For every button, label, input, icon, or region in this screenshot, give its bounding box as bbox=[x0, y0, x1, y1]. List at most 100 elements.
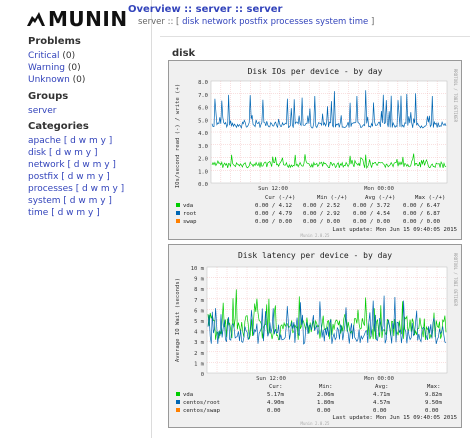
legend-header-cur: Cur: bbox=[269, 384, 282, 390]
y-tick: 9 m bbox=[194, 277, 205, 283]
category-time[interactable]: time [ d w m y ] bbox=[28, 207, 124, 219]
graph-side-label: RRDTOOL / TOBI OETIKER bbox=[453, 253, 458, 307]
problem-unknown-label[interactable]: Unknown bbox=[28, 75, 70, 85]
category-network[interactable]: network [ d w m y ] bbox=[28, 159, 124, 171]
category-disk[interactable]: disk [ d w m y ] bbox=[28, 147, 124, 159]
legend-swatch bbox=[176, 219, 180, 223]
problem-unknown[interactable]: Unknown (0) bbox=[28, 74, 85, 86]
grid-lines bbox=[207, 267, 447, 373]
category-apache-dwmy[interactable]: [ d w m y ] bbox=[63, 136, 113, 146]
legend-name: centos/swap bbox=[183, 408, 221, 414]
y-tick: 4.0 bbox=[198, 131, 208, 137]
problems-heading: Problems bbox=[28, 36, 81, 47]
disk-ios-graph[interactable]: Disk IOs per device - by day RRDTOOL / T… bbox=[168, 60, 462, 240]
category-postfix-dwmy[interactable]: [ d w m y ] bbox=[61, 172, 110, 182]
y-axis-label: IOs/second read (-) / write (+) bbox=[175, 84, 181, 188]
category-apache-link[interactable]: apache bbox=[28, 136, 61, 146]
munin-logo[interactable]: MUNIN bbox=[26, 8, 128, 30]
breadcrumb-overview[interactable]: Overview bbox=[128, 4, 181, 15]
groups-section: Groups server bbox=[28, 91, 68, 117]
category-disk-dwmy[interactable]: [ d w m y ] bbox=[49, 148, 98, 158]
legend-row-centos-root: centos/root 4.90m 1.80m 4.57m 9.50m bbox=[176, 400, 442, 406]
subnav-postfix[interactable]: postfix bbox=[239, 17, 268, 27]
legend-min: 0.00 / 2.92 bbox=[303, 211, 340, 217]
y-axis-label: Average IO Wait (seconds) bbox=[175, 278, 181, 362]
legend-avg: 0.00 / 3.72 bbox=[353, 203, 390, 209]
category-apache[interactable]: apache [ d w m y ] bbox=[28, 135, 124, 147]
subnav-network[interactable]: network bbox=[201, 17, 237, 27]
breadcrumb-host: server bbox=[246, 4, 283, 15]
legend-avg: 4.71m bbox=[373, 392, 390, 398]
category-network-dwmy[interactable]: [ d w m y ] bbox=[67, 160, 116, 170]
category-processes-link[interactable]: processes bbox=[28, 184, 73, 194]
breadcrumb-group[interactable]: server bbox=[195, 4, 232, 15]
logo-text: MUNIN bbox=[48, 7, 128, 31]
category-system[interactable]: system [ d w m y ] bbox=[28, 195, 124, 207]
legend-header-min: Min: bbox=[319, 384, 332, 390]
series-vda-line bbox=[211, 153, 447, 170]
category-postfix-link[interactable]: postfix bbox=[28, 172, 59, 182]
legend-min: 1.80m bbox=[317, 400, 334, 406]
category-disk-link[interactable]: disk bbox=[28, 148, 47, 158]
y-tick: 4 m bbox=[194, 330, 205, 336]
problem-critical-count: (0) bbox=[62, 51, 76, 61]
categories-section: Categories apache [ d w m y ] disk [ d w… bbox=[28, 121, 124, 219]
legend-avg: 0.00 bbox=[373, 408, 386, 414]
legend-max: 0.00 / 0.00 bbox=[403, 219, 440, 225]
y-tick: 3 m bbox=[194, 340, 205, 346]
category-system-dwmy[interactable]: [ d w m y ] bbox=[63, 196, 112, 206]
problem-warning[interactable]: Warning (0) bbox=[28, 62, 85, 74]
legend-swatch bbox=[176, 392, 180, 396]
legend-cur: 0.00 / 4.79 bbox=[255, 211, 292, 217]
problems-section: Problems Critical (0) Warning (0) Unknow… bbox=[28, 36, 85, 86]
legend-name: vda bbox=[183, 203, 193, 209]
page-header: Overview :: server :: server server :: [… bbox=[128, 4, 446, 30]
sidebar: MUNIN Problems Critical (0) Warning (0) … bbox=[0, 0, 152, 438]
subnav-sep: :: [ bbox=[167, 17, 180, 27]
legend-cur: 0.00 bbox=[267, 408, 280, 414]
y-tick: 3.0 bbox=[198, 144, 208, 150]
problem-critical-label[interactable]: Critical bbox=[28, 51, 60, 61]
subnav-disk[interactable]: disk bbox=[182, 17, 200, 27]
legend-min: 0.00 / 2.52 bbox=[303, 203, 340, 209]
series-centos-root-line bbox=[207, 295, 447, 345]
legend-row-centos-swap: centos/swap 0.00 0.00 0.00 0.00 bbox=[176, 408, 438, 414]
legend-avg: 0.00 / 0.00 bbox=[353, 219, 390, 225]
category-network-link[interactable]: network bbox=[28, 160, 65, 170]
category-postfix[interactable]: postfix [ d w m y ] bbox=[28, 171, 124, 183]
problem-warning-count: (0) bbox=[67, 63, 81, 73]
problem-warning-label[interactable]: Warning bbox=[28, 63, 66, 73]
legend-cur: 5.17m bbox=[267, 392, 284, 398]
category-processes-dwmy[interactable]: [ d w m y ] bbox=[75, 184, 125, 194]
legend-swatch bbox=[176, 400, 180, 404]
legend-max: 9.82m bbox=[425, 392, 442, 398]
legend-row-vda: vda 5.17m 2.06m 4.71m 9.82m bbox=[176, 392, 442, 398]
series-root-line bbox=[211, 90, 447, 130]
subnav-time[interactable]: time bbox=[349, 17, 369, 27]
munin-raven-icon bbox=[27, 12, 45, 26]
problem-critical[interactable]: Critical (0) bbox=[28, 50, 85, 62]
disk-latency-graph[interactable]: Disk latency per device - by day RRDTOOL… bbox=[168, 244, 462, 428]
y-tick: 7.0 bbox=[198, 93, 208, 99]
group-server-link[interactable]: server bbox=[28, 106, 57, 116]
legend-header-avg: Avg (-/+) bbox=[365, 195, 395, 201]
category-processes[interactable]: processes [ d w m y ] bbox=[28, 183, 124, 195]
y-tick: 0 bbox=[201, 372, 204, 378]
legend-max: 9.50m bbox=[425, 400, 442, 406]
subnav-processes[interactable]: processes bbox=[270, 17, 313, 27]
y-tick-labels: 10 m 9 m 8 m 7 m 6 m 5 m 4 m 3 m 2 m 1 m… bbox=[191, 266, 205, 378]
legend-avg: 0.00 / 4.54 bbox=[353, 211, 391, 217]
breadcrumb: Overview :: server :: server bbox=[128, 4, 446, 15]
y-tick: 6.0 bbox=[198, 106, 208, 112]
legend-max: 0.00 / 6.87 bbox=[403, 211, 440, 217]
subnav-system[interactable]: system bbox=[315, 17, 347, 27]
graph-title: Disk latency per device - by day bbox=[238, 251, 392, 260]
legend-header-avg: Avg: bbox=[375, 384, 388, 390]
x-tick: Mon 00:00 bbox=[364, 186, 394, 192]
legend-name: centos/root bbox=[183, 400, 220, 406]
category-time-dwmy[interactable]: [ d w m y ] bbox=[51, 208, 100, 218]
category-system-link[interactable]: system bbox=[28, 196, 61, 206]
category-time-link[interactable]: time bbox=[28, 208, 49, 218]
legend-max: 0.00 bbox=[425, 408, 438, 414]
